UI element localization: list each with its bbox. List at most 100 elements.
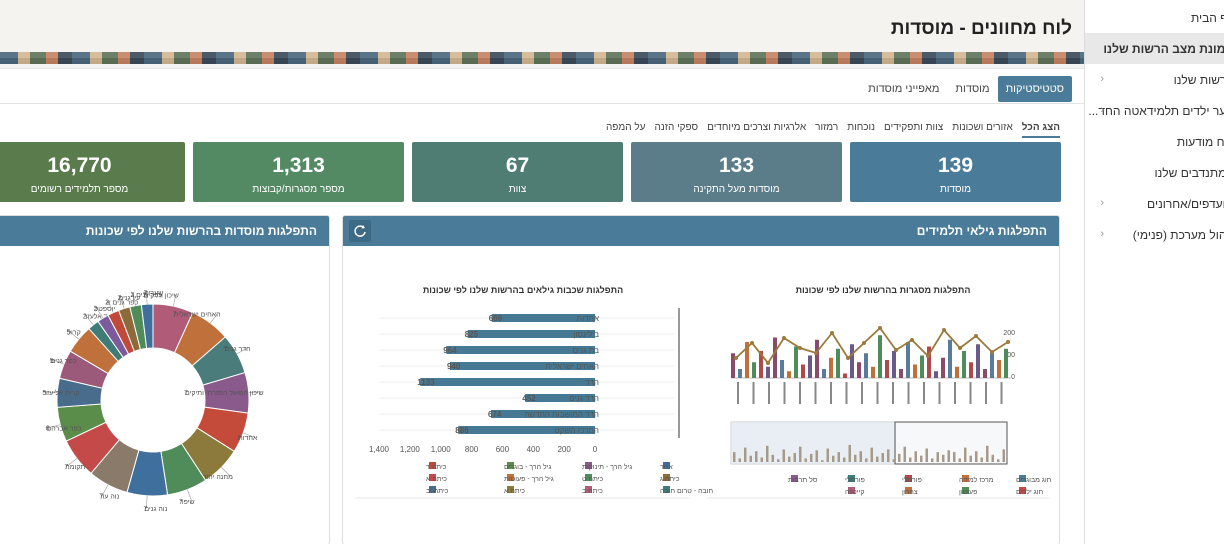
column[interactable]	[780, 360, 784, 378]
filter-attendance[interactable]: נוכחות	[847, 122, 876, 133]
column[interactable]	[864, 353, 868, 378]
column[interactable]	[815, 339, 819, 378]
sidebar-item-3[interactable]: נוער ילדים תלמידאטה החד... ‹	[1085, 95, 1224, 126]
pie-label-name: הדר גנים	[224, 346, 250, 353]
filter-food-suppliers[interactable]: ספקי הזנה	[654, 122, 699, 133]
filter-map[interactable]: על המפה	[605, 122, 646, 133]
pie-slice[interactable]	[140, 303, 154, 349]
panel-student-ages: התפלגות גילאי תלמידים התפלגות מסגרות בהר…	[342, 215, 1060, 544]
tab-institution-features[interactable]: מאפייני מוסדות	[868, 83, 940, 95]
legend-label: סל תרבות	[788, 476, 818, 484]
column[interactable]	[759, 351, 763, 378]
column[interactable]	[913, 364, 917, 379]
bar[interactable]	[458, 426, 595, 434]
column[interactable]	[773, 337, 777, 379]
ages-charts: התפלגות מסגרות בהרשות שלנו לפי שכונות התפ…	[355, 285, 1052, 499]
filter-traffic-light[interactable]: רמזור	[815, 122, 839, 133]
kpi-over-quota[interactable]: 133 מוסדות מעל התקינה	[631, 142, 842, 202]
kpi-students[interactable]: 16,770 מספר תלמידים רשומים	[0, 142, 185, 202]
legend-label: חוג מבוגרים	[1016, 477, 1052, 484]
sidebar-item-6[interactable]: מועדפים/אחרונים ‹	[1085, 188, 1224, 219]
sidebar-item-2[interactable]: הרשות שלנו ‹	[1085, 64, 1224, 95]
x-tick-mark	[907, 382, 910, 404]
sidebar-item-7[interactable]: ניהול מערכת (פנימי) ‹	[1085, 219, 1224, 250]
column[interactable]	[941, 357, 945, 378]
sidebar-item-0[interactable]: דף הבית	[1085, 2, 1224, 33]
trend-point	[798, 346, 802, 350]
column[interactable]	[745, 342, 749, 378]
column[interactable]	[997, 360, 1001, 378]
column[interactable]	[955, 366, 959, 378]
column[interactable]	[962, 351, 966, 378]
kpi-institutions[interactable]: 139 מוסדות	[850, 142, 1061, 202]
column[interactable]	[990, 353, 994, 378]
bar[interactable]	[467, 330, 595, 338]
bar[interactable]	[525, 394, 595, 402]
kpi-groups[interactable]: 1,313 מספר מסגרות/קבוצות	[193, 142, 404, 202]
column[interactable]	[948, 339, 952, 378]
filter-areas[interactable]: אזורים ושכונות	[952, 122, 1013, 133]
value-label: 940	[447, 362, 461, 371]
sidebar-item-4[interactable]: לוח מודעות	[1085, 126, 1224, 157]
leader-line	[45, 391, 58, 393]
navigator-window[interactable]	[894, 421, 1008, 465]
column[interactable]	[766, 366, 770, 378]
bar[interactable]	[446, 346, 595, 354]
filter-staff[interactable]: צוות ותפקידים	[884, 122, 944, 133]
column[interactable]	[801, 364, 805, 379]
column[interactable]	[857, 362, 861, 378]
column[interactable]	[836, 348, 840, 378]
column[interactable]	[752, 362, 756, 378]
sidebar-item-5[interactable]: המתנדבים שלנו	[1085, 157, 1224, 188]
column[interactable]	[871, 366, 875, 378]
combo-chart-title: התפלגות מסגרות בהרשות שלנו לפי שכונות	[796, 285, 971, 295]
column[interactable]	[983, 369, 987, 378]
column[interactable]	[843, 373, 847, 379]
pie-label-name: שעריה	[144, 290, 163, 297]
column[interactable]	[969, 362, 973, 378]
column[interactable]	[878, 335, 882, 378]
column[interactable]	[822, 369, 826, 378]
column[interactable]	[892, 351, 896, 378]
legend-swatch	[507, 486, 514, 493]
column[interactable]	[738, 369, 742, 378]
navigator-column	[821, 460, 824, 462]
kpi-staff[interactable]: 67 צוות	[412, 142, 623, 202]
tab-institutions[interactable]: מוסדות	[955, 83, 990, 95]
column[interactable]	[808, 355, 812, 379]
column[interactable]	[1004, 348, 1008, 378]
tab-statistics[interactable]: סטטיסטיקות	[997, 76, 1072, 102]
column[interactable]	[850, 344, 854, 378]
bar[interactable]	[491, 410, 595, 418]
filter-show-all[interactable]: הצג הכל	[1021, 122, 1060, 138]
sidebar-item-1[interactable]: תמונת מצב הרשות שלנו	[1085, 33, 1224, 64]
column[interactable]	[920, 355, 924, 379]
pie-label: אחדות7	[237, 435, 258, 442]
column[interactable]	[927, 346, 931, 379]
pie-label-value: 5	[50, 358, 54, 365]
bar[interactable]	[491, 314, 595, 322]
column[interactable]	[787, 371, 791, 378]
column[interactable]	[885, 360, 889, 378]
banner-art	[0, 52, 1084, 64]
legend-swatch	[1019, 475, 1026, 482]
legend-swatch	[962, 487, 969, 494]
column[interactable]	[829, 357, 833, 378]
legend-swatch	[585, 474, 592, 481]
column[interactable]	[731, 353, 735, 378]
refresh-button[interactable]	[349, 220, 371, 242]
legend-swatch	[585, 462, 592, 469]
bar[interactable]	[420, 378, 595, 386]
column[interactable]	[976, 344, 980, 378]
column[interactable]	[794, 346, 798, 379]
pie-label: נוה עוז7	[99, 493, 119, 500]
pie-label-name: עין גנים	[118, 295, 140, 302]
column[interactable]	[906, 342, 910, 378]
sidebar-item-label: תמונת מצב הרשות שלנו	[1103, 41, 1224, 56]
pie-label-name: כפר גנים	[51, 358, 77, 365]
column[interactable]	[934, 371, 938, 378]
filter-allergies[interactable]: אלרגיות וצרכים מיוחדים	[707, 122, 807, 133]
bar[interactable]	[449, 362, 595, 370]
chevron-icon: ‹	[1100, 197, 1104, 209]
column[interactable]	[899, 369, 903, 378]
